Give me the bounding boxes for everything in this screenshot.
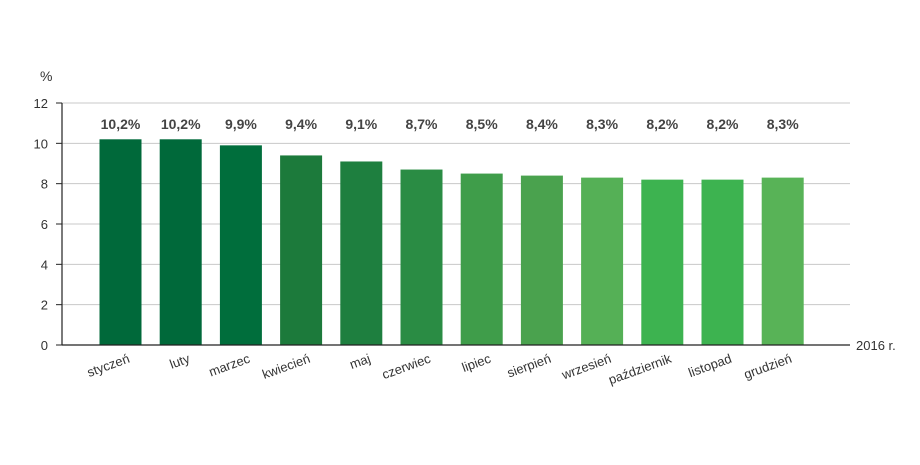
bar: [99, 139, 142, 345]
y-tick-label: 4: [41, 257, 48, 272]
data-label: 8,2%: [646, 116, 678, 132]
bar: [159, 139, 202, 345]
data-label: 8,2%: [707, 116, 739, 132]
x-axis-label: 2016 r.: [856, 338, 896, 353]
y-axis-ticks: 0 2 4 6 8 10 12: [34, 96, 62, 353]
y-tick-label: 12: [34, 96, 48, 111]
category-label: wrzesień: [559, 351, 613, 383]
data-label: 9,9%: [225, 116, 257, 132]
category-label: listopad: [686, 351, 733, 380]
category-label: lipiec: [460, 351, 493, 375]
data-label: 8,4%: [526, 116, 558, 132]
data-label: 10,2%: [161, 116, 201, 132]
category-label: październik: [606, 351, 673, 388]
bar: [520, 175, 563, 345]
y-tick-label: 10: [34, 136, 48, 151]
bar: [340, 161, 383, 345]
data-label: 8,3%: [586, 116, 618, 132]
bar: [581, 177, 624, 345]
bars: [99, 139, 804, 345]
bar: [219, 145, 262, 345]
bar: [460, 173, 503, 345]
data-label: 10,2%: [101, 116, 141, 132]
data-label: 9,4%: [285, 116, 317, 132]
data-label: 8,5%: [466, 116, 498, 132]
data-label: 9,1%: [345, 116, 377, 132]
category-label: czerwiec: [380, 351, 433, 383]
bar: [280, 155, 323, 345]
data-label: 8,3%: [767, 116, 799, 132]
category-label: styczeń: [85, 351, 132, 380]
category-labels: styczeń luty marzec kwiecień maj czerwiec lipi…: [85, 351, 794, 388]
category-label: luty: [168, 351, 193, 372]
y-tick-label: 8: [41, 177, 48, 192]
y-tick-label: 0: [41, 338, 48, 353]
bar: [761, 177, 804, 345]
category-label: sierpień: [505, 351, 553, 381]
category-label: grudzień: [742, 351, 794, 382]
bar: [701, 179, 744, 345]
category-label: kwiecień: [260, 351, 312, 382]
data-label: 8,7%: [406, 116, 438, 132]
bar: [400, 169, 443, 345]
category-label: maj: [348, 351, 373, 372]
y-axis-label: %: [40, 68, 52, 84]
bar: [641, 179, 684, 345]
y-tick-label: 2: [41, 298, 48, 313]
category-label: marzec: [207, 351, 253, 380]
data-labels: 10,2% 10,2% 9,9% 9,4% 9,1% 8,7% 8,5% 8,4% 8,3% 8,…: [101, 116, 800, 132]
y-tick-label: 6: [41, 217, 48, 232]
